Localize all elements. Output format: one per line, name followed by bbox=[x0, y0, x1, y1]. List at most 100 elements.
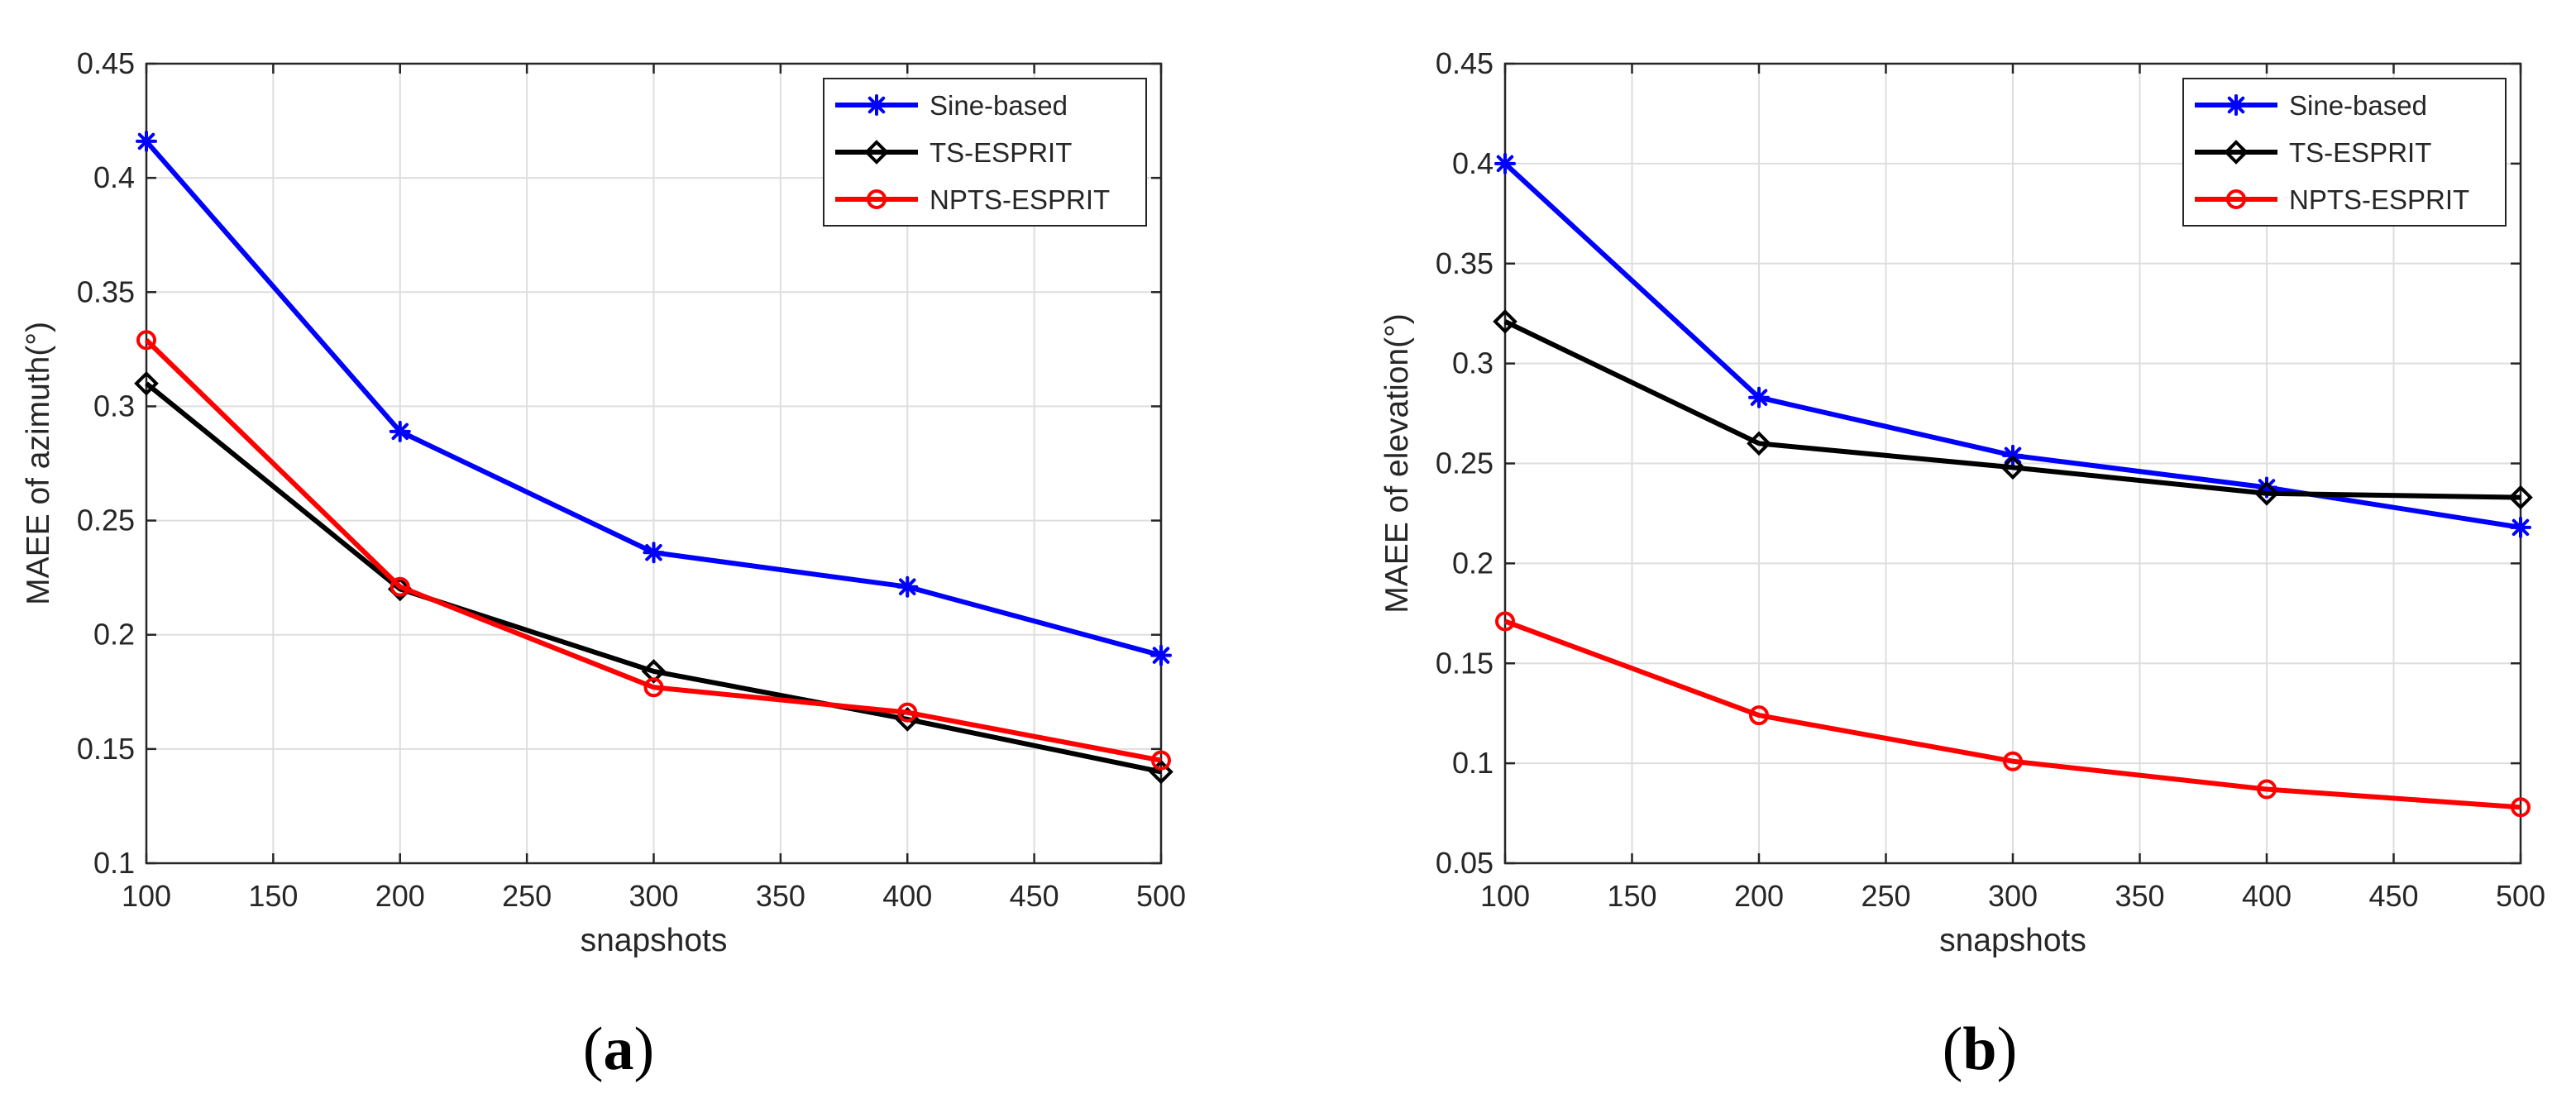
chart-b-point-npts-esprit-400 bbox=[2257, 779, 2277, 800]
chart-b-legend-label-sine-based: Sine-based bbox=[2289, 90, 2427, 121]
chart-b-legend-entry-npts-esprit: NPTS-ESPRIT bbox=[2195, 184, 2469, 215]
chart-a-point-sine-based-500-d2 bbox=[1152, 647, 1170, 664]
chart-b-point-ts-esprit-300 bbox=[2000, 455, 2025, 480]
chart-b-xtick-label-250: 250 bbox=[1861, 879, 1910, 913]
chart-elevation: 100 150 200 250 300 350 400 450 500 0.05 0.1 0.15 0.… bbox=[1379, 46, 2545, 958]
chart-b-ylabel: MAEE of elevation(°) bbox=[1379, 313, 1415, 613]
chart-a-legend-entry-npts-esprit: NPTS-ESPRIT bbox=[835, 184, 1110, 215]
chart-b-point-npts-esprit-200 bbox=[1749, 705, 1769, 726]
chart-a-ylabel: MAEE of azimuth(°) bbox=[21, 322, 56, 605]
chart-b-ytick-label-3: 0.2 bbox=[1452, 546, 1494, 580]
chart-a-point-npts-esprit-100 bbox=[136, 330, 156, 351]
chart-a-point-sine-based-400 bbox=[896, 575, 919, 598]
chart-a-ytick-label-6: 0.4 bbox=[93, 160, 135, 194]
chart-a-xtick-label-100: 100 bbox=[122, 879, 171, 913]
chart-a-legend-entry-ts-esprit: TS-ESPRIT bbox=[835, 137, 1072, 168]
chart-a-xtick-label-400: 400 bbox=[882, 879, 932, 913]
chart-b-point-sine-based-500 bbox=[2510, 516, 2531, 538]
chart-a-legend-marker-npts-esprit bbox=[867, 189, 887, 209]
chart-a-legend-label-ts-esprit: TS-ESPRIT bbox=[930, 137, 1072, 168]
chart-a-legend-marker-ts-esprit bbox=[864, 140, 889, 165]
chart-a-point-npts-esprit-300 bbox=[643, 677, 664, 698]
chart-b-point-sine-based-100-d2 bbox=[1496, 155, 1514, 173]
chart-b-xtick-label-150: 150 bbox=[1607, 879, 1656, 913]
chart-b-xtick-label-450: 450 bbox=[2368, 879, 2418, 913]
chart-b-xtick-label-400: 400 bbox=[2242, 879, 2292, 913]
chart-a-point-ts-esprit-100 bbox=[134, 370, 159, 396]
chart-a-ytick-label-3: 0.25 bbox=[77, 504, 135, 537]
chart-b-legend-marker-sine-based bbox=[2225, 94, 2247, 116]
chart-a-point-sine-based-300-d2 bbox=[645, 544, 662, 561]
chart-a-xtick-label-250: 250 bbox=[502, 879, 552, 913]
chart-b-ytick-label-5: 0.3 bbox=[1452, 346, 1494, 380]
chart-b-point-sine-based-500-d2 bbox=[2511, 518, 2530, 537]
chart-b-point-ts-esprit-100 bbox=[1493, 309, 1517, 334]
chart-b-ytick-label-0: 0.05 bbox=[1436, 846, 1494, 880]
chart-a-point-sine-based-400-d2 bbox=[899, 578, 916, 595]
chart-a-xtick-label-450: 450 bbox=[1010, 879, 1059, 913]
chart-a-point-npts-esprit-400 bbox=[897, 702, 918, 723]
chart-a-ytick-label-1: 0.15 bbox=[77, 732, 135, 766]
chart-a-point-sine-based-300 bbox=[643, 542, 665, 564]
chart-a-legend-label-sine-based: Sine-based bbox=[930, 90, 1068, 121]
chart-a-xtick-label-200: 200 bbox=[375, 879, 425, 913]
chart-a-point-ts-esprit-500 bbox=[1149, 759, 1173, 785]
chart-b-xlabel: snapshots bbox=[1939, 923, 2086, 958]
chart-b-legend-marker-ts-esprit bbox=[2224, 140, 2249, 165]
chart-b-ytick-label-4: 0.25 bbox=[1436, 446, 1494, 480]
chart-b-line-ts-esprit bbox=[1503, 319, 2521, 500]
chart-a-point-sine-based-100 bbox=[136, 130, 157, 152]
chart-b-legend-marker-npts-esprit bbox=[2226, 189, 2246, 209]
chart-b-legend-entry-sine-based: Sine-based bbox=[2195, 90, 2427, 121]
chart-a-line-ts-esprit bbox=[145, 381, 1162, 775]
chart-a-point-npts-esprit-500 bbox=[1151, 750, 1171, 771]
chart-b-point-npts-esprit-300 bbox=[2003, 751, 2023, 771]
chart-b-xtick-label-200: 200 bbox=[1734, 879, 1784, 913]
chart-a-xtick-label-500: 500 bbox=[1136, 879, 1186, 913]
chart-a-ytick-label-7: 0.45 bbox=[77, 46, 135, 80]
chart-b-point-sine-based-100 bbox=[1494, 152, 1516, 174]
chart-a-legend-marker-sine-based-d2 bbox=[867, 96, 886, 114]
chart-b-point-ts-esprit-500 bbox=[2508, 485, 2533, 510]
chart-b-point-npts-esprit-100 bbox=[1495, 611, 1515, 632]
chart-b-xtick-label-300: 300 bbox=[1988, 879, 2038, 913]
chart-a-series-npts-esprit bbox=[136, 330, 1171, 771]
chart-b-ytick-label-6: 0.35 bbox=[1436, 246, 1494, 280]
chart-a-line-npts-esprit bbox=[144, 338, 1162, 763]
chart-a-point-sine-based-500 bbox=[1150, 644, 1172, 666]
chart-b-xtick-label-350: 350 bbox=[2115, 879, 2164, 913]
chart-a-xlabel: snapshots bbox=[581, 923, 728, 958]
chart-b-point-ts-esprit-200 bbox=[1747, 431, 1771, 456]
chart-b-ytick-label-2: 0.15 bbox=[1436, 646, 1494, 680]
chart-a-point-sine-based-200 bbox=[389, 420, 411, 442]
chart-b-point-sine-based-200 bbox=[1748, 386, 1770, 408]
chart-b-xtick-label-100: 100 bbox=[1480, 879, 1530, 913]
chart-a-ytick-label-2: 0.2 bbox=[93, 618, 135, 652]
chart-b-xtick-label-500: 500 bbox=[2496, 879, 2545, 913]
chart-a-point-npts-esprit-200 bbox=[390, 576, 410, 597]
chart-b-point-sine-based-200-d2 bbox=[1750, 389, 1768, 406]
chart-a-xtick-label-150: 150 bbox=[248, 879, 298, 913]
chart-a-legend-marker-sine-based bbox=[866, 94, 887, 116]
chart-a-legend: Sine-based TS-ESPRIT NPTS-ESPRIT bbox=[823, 78, 1147, 227]
chart-a-point-sine-based-200-d2 bbox=[391, 423, 409, 441]
chart-a-legend-entry-sine-based: Sine-based bbox=[835, 90, 1068, 121]
chart-a-ytick-label-4: 0.3 bbox=[93, 389, 135, 423]
chart-b-legend-label-npts-esprit: NPTS-ESPRIT bbox=[2289, 184, 2469, 215]
chart-b-point-ts-esprit-400 bbox=[2254, 480, 2279, 506]
chart-b-ytick-label-7: 0.4 bbox=[1452, 146, 1494, 180]
panel-label-b: (b) bbox=[1943, 1015, 2017, 1083]
chart-b-series-ts-esprit bbox=[1493, 309, 2533, 510]
chart-b-line-npts-esprit bbox=[1503, 618, 2521, 810]
chart-a-series-sine-based bbox=[136, 130, 1172, 666]
chart-b-legend-marker-sine-based-d2 bbox=[2227, 96, 2245, 114]
chart-a-ytick-label-5: 0.35 bbox=[77, 275, 135, 308]
chart-a-point-sine-based-100-d2 bbox=[137, 132, 155, 150]
chart-b-series-npts-esprit bbox=[1495, 611, 2531, 818]
panel-label-a: (a) bbox=[583, 1015, 654, 1083]
chart-b-legend-label-ts-esprit: TS-ESPRIT bbox=[2289, 137, 2431, 168]
chart-b-legend: Sine-based TS-ESPRIT NPTS-ESPRIT bbox=[2182, 78, 2507, 227]
chart-a-xtick-label-300: 300 bbox=[628, 879, 678, 913]
chart-b-legend-entry-ts-esprit: TS-ESPRIT bbox=[2195, 137, 2431, 168]
